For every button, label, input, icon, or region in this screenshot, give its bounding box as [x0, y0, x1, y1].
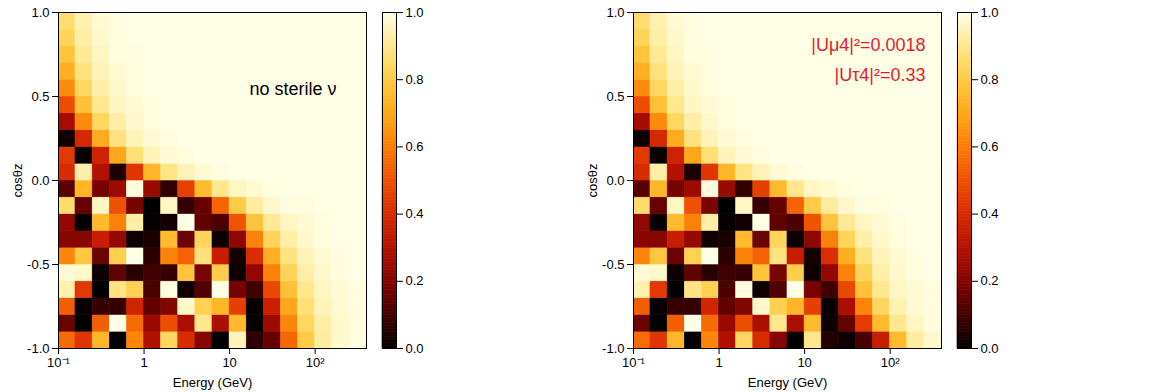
svg-text:0.6: 0.6 [406, 139, 424, 154]
svg-text:0.0: 0.0 [406, 341, 424, 356]
svg-text:0.4: 0.4 [406, 206, 424, 221]
svg-text:no sterile ν: no sterile ν [249, 79, 336, 99]
svg-text:1: 1 [140, 355, 147, 370]
svg-text:-1.0: -1.0 [27, 341, 49, 356]
svg-text:0.0: 0.0 [981, 341, 999, 356]
svg-text:1.0: 1.0 [31, 5, 49, 20]
svg-text:0.0: 0.0 [31, 173, 49, 188]
svg-text:|Uμ4|²=0.0018: |Uμ4|²=0.0018 [811, 35, 925, 55]
svg-text:0.6: 0.6 [981, 139, 999, 154]
svg-text:Energy (GeV): Energy (GeV) [748, 375, 827, 390]
svg-text:-1.0: -1.0 [602, 341, 624, 356]
svg-text:10⁻¹: 10⁻¹ [622, 355, 645, 370]
svg-text:1: 1 [715, 355, 722, 370]
svg-text:0.2: 0.2 [981, 273, 999, 288]
svg-text:0.5: 0.5 [31, 89, 49, 104]
svg-text:-0.5: -0.5 [602, 257, 624, 272]
svg-text:-0.5: -0.5 [27, 257, 49, 272]
svg-text:0.2: 0.2 [406, 273, 424, 288]
svg-text:0.8: 0.8 [406, 72, 424, 87]
svg-text:10: 10 [797, 355, 811, 370]
svg-text:1.0: 1.0 [606, 5, 624, 20]
svg-text:|Uτ4|²=0.33: |Uτ4|²=0.33 [834, 65, 925, 85]
svg-text:1.0: 1.0 [406, 5, 424, 20]
svg-text:10²: 10² [881, 355, 900, 370]
svg-text:0.4: 0.4 [981, 206, 999, 221]
svg-text:0.8: 0.8 [981, 72, 999, 87]
svg-text:Energy (GeV): Energy (GeV) [173, 375, 252, 390]
svg-text:0.0: 0.0 [606, 173, 624, 188]
svg-text:1.0: 1.0 [981, 5, 999, 20]
svg-text:0.5: 0.5 [606, 89, 624, 104]
svg-text:10: 10 [222, 355, 236, 370]
svg-text:cosθz: cosθz [585, 164, 600, 198]
svg-text:10²: 10² [306, 355, 325, 370]
svg-text:cosθz: cosθz [10, 164, 25, 198]
svg-text:10⁻¹: 10⁻¹ [47, 355, 70, 370]
